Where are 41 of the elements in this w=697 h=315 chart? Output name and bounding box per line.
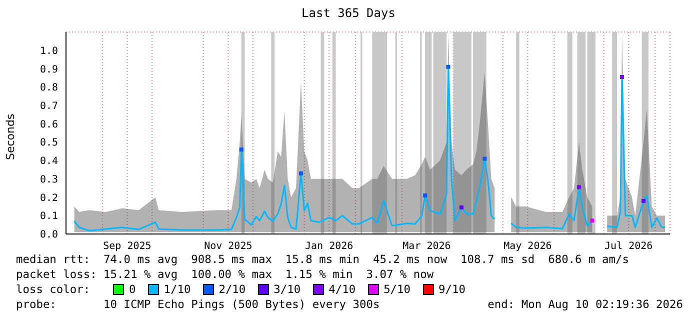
y-tick-label: 0.3 (40, 174, 58, 186)
x-tick-label: Sep 2025 (103, 241, 152, 252)
point (482, 156, 487, 161)
point (620, 74, 624, 79)
point (642, 198, 646, 203)
point (590, 218, 594, 223)
legend-label: 1/10 (162, 282, 191, 297)
text: probe: 10 ICMP Echo Pings (500 Bytes) every 300s (16, 297, 380, 312)
x-tick-label: Jan 2026 (305, 241, 354, 252)
legend-label: 9/10 (438, 282, 466, 297)
y-tick-label: 0.4 (40, 156, 58, 168)
text: end: Mon Aug 10 02:19:36 2026 (488, 297, 683, 312)
y-tick-label: 0.1 (40, 211, 58, 222)
x-tick-label: May 2026 (504, 241, 552, 252)
y-tick-label: 0.5 (40, 138, 58, 149)
point (576, 185, 581, 190)
legend-label: 2/10 (218, 282, 246, 297)
legend-title: loss color: (16, 282, 92, 297)
y-tick-label: 0.8 (40, 82, 58, 94)
point (298, 171, 303, 176)
x-tick-label: Mar 2026 (402, 241, 451, 252)
text: median rtt: 74.0 ms avg 908.5 ms max 15.8 ms min 45.2 ms now 108.7 ms sd 680.6 m am/s (16, 252, 630, 267)
point (459, 205, 464, 210)
y-tick-label: 0.9 (40, 64, 58, 76)
legend-label: 4/10 (328, 282, 356, 297)
y-axis-title: Seconds (4, 114, 17, 160)
chart-title: Last 365 Days (300, 6, 396, 20)
point (239, 148, 244, 152)
point (423, 193, 428, 198)
y-tick-label: 1.0 (40, 46, 58, 57)
y-tick-label: 0.6 (40, 119, 58, 130)
x-tick-label: Nov 2025 (204, 241, 252, 252)
y-tick-label: 0.7 (40, 101, 58, 112)
legend-label: 0 (128, 282, 136, 297)
legend-label: 3/10 (272, 282, 301, 297)
text: packet loss: 15.21 % avg 100.00 % max 1.15 % min 3.07 % now (16, 267, 435, 282)
y-tick-label: 0.2 (40, 192, 58, 204)
y-tick-label: 0.0 (40, 230, 58, 241)
x-tick-label: Jul 2026 (604, 241, 653, 252)
point (446, 64, 450, 69)
legend-label: 5/10 (382, 282, 411, 297)
